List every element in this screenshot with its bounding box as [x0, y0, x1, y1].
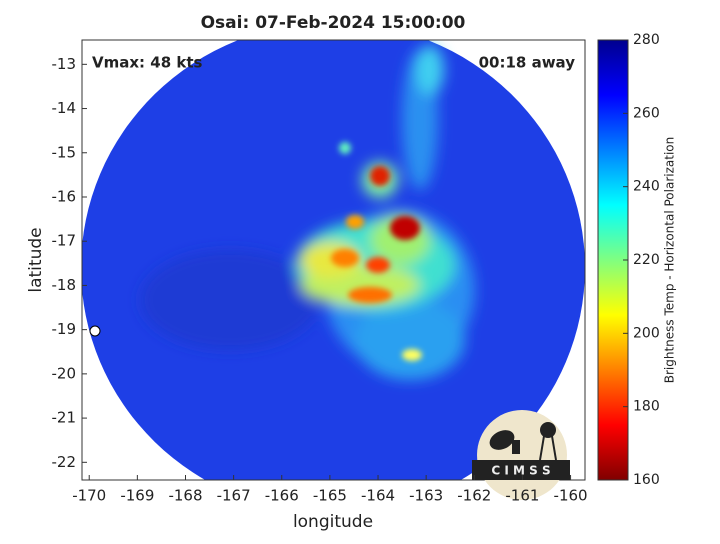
x-tick-label: -168: [168, 487, 202, 505]
y-tick-label: -16: [52, 187, 77, 205]
y-tick-label: -20: [52, 364, 77, 382]
colorbar-tick-label: 160: [633, 472, 660, 488]
x-axis-label: longitude: [293, 512, 373, 532]
chart-title: Osai: 07-Feb-2024 15:00:00: [201, 13, 466, 33]
colorbar-tick-label: 240: [633, 179, 660, 195]
y-axis-label: latitude: [26, 227, 46, 292]
x-tick-label: -164: [361, 487, 395, 505]
y-tick-label: -18: [52, 276, 77, 294]
x-tick-label: -160: [554, 487, 588, 505]
satellite-image: [82, 40, 585, 480]
colorbar-tick-label: 220: [633, 252, 660, 268]
x-tick-label: -167: [217, 487, 251, 505]
colorbar-tick-label: 280: [633, 32, 660, 48]
x-tick-label: -165: [313, 487, 347, 505]
x-tick-label: -161: [505, 487, 539, 505]
y-tick-label: -15: [52, 143, 77, 161]
colorbar-tick-label: 180: [633, 399, 660, 415]
colorbar-tick-label: 260: [633, 105, 660, 121]
x-tick-label: -162: [457, 487, 491, 505]
annotation: 00:18 away: [479, 54, 576, 72]
plot-frame: [81, 39, 586, 481]
y-tick-label: -13: [52, 55, 77, 73]
colorbar-tick-label: 200: [633, 325, 660, 341]
x-tick-label: -163: [409, 487, 443, 505]
annotation: Vmax: 48 kts: [92, 54, 202, 72]
y-tick-label: -21: [52, 409, 77, 427]
logo: C I M S S: [472, 410, 570, 500]
y-tick-label: -17: [52, 232, 77, 250]
x-tick-label: -170: [72, 487, 106, 505]
y-tick-label: -22: [52, 453, 77, 471]
y-tick-label: -19: [52, 320, 77, 338]
y-tick-label: -14: [52, 99, 77, 117]
x-tick-label: -169: [120, 487, 154, 505]
logo-text: C I M S S: [491, 464, 550, 478]
x-tick-label: -166: [265, 487, 299, 505]
colorbar-label: Brightness Temp - Horizontal Polarizatio…: [663, 137, 677, 384]
